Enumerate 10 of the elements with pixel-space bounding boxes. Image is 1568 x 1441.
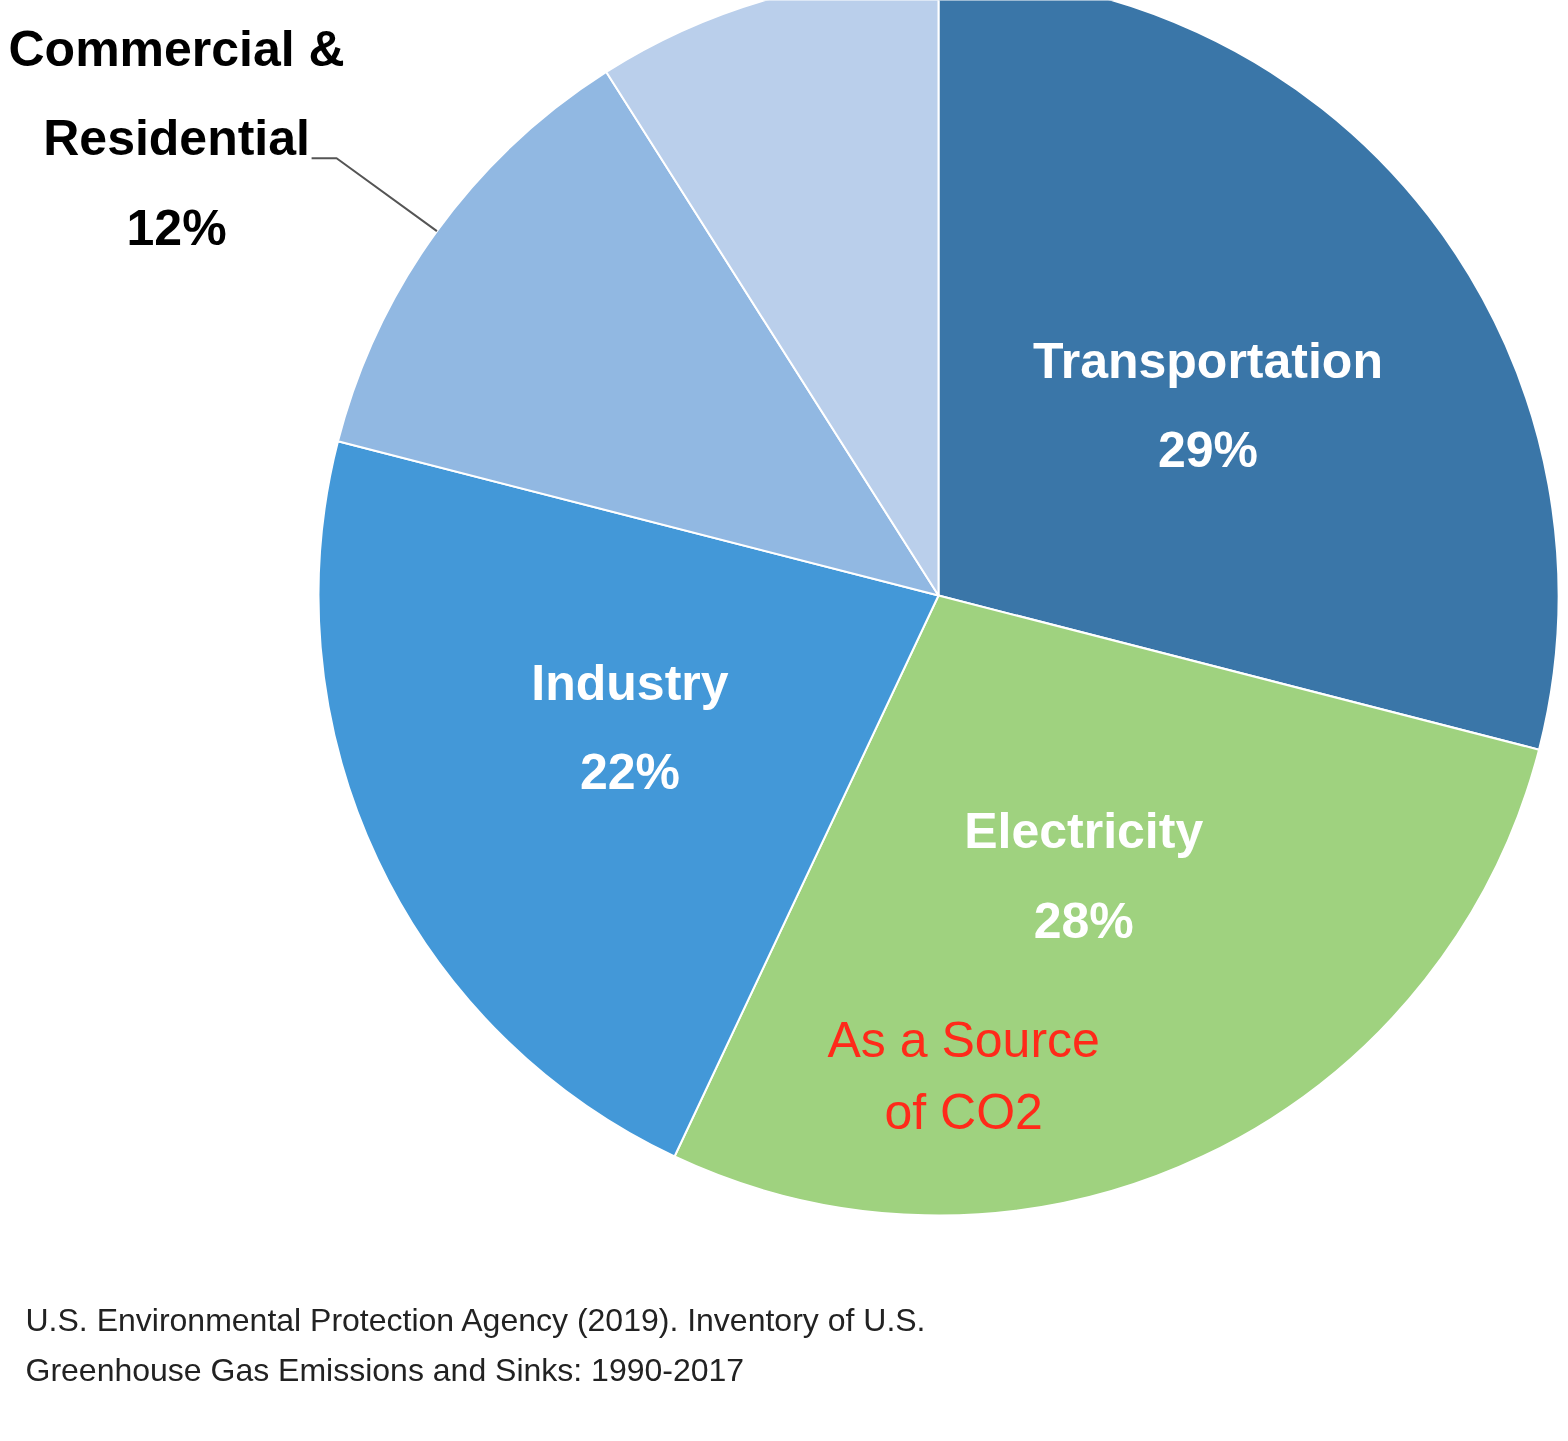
data-label: 28%: [1033, 892, 1134, 949]
data-label: 22%: [579, 744, 680, 801]
slice-label: Transportation: [1032, 332, 1383, 389]
text: U.S. Environmental Protection Agency (2019). Inventory of U.S. Greenhouse Gas Emissions and Sinks: 1990-2017: [25, 1301, 926, 1388]
slice-label: Industry: [531, 654, 729, 711]
text: As a Source of CO2: [827, 1011, 1100, 1141]
slice-label: Electricity: [964, 803, 1204, 860]
data-label: 12%: [126, 199, 227, 256]
data-label: 29%: [1157, 422, 1258, 479]
slice-label: Commercial & Residential: [8, 20, 345, 167]
